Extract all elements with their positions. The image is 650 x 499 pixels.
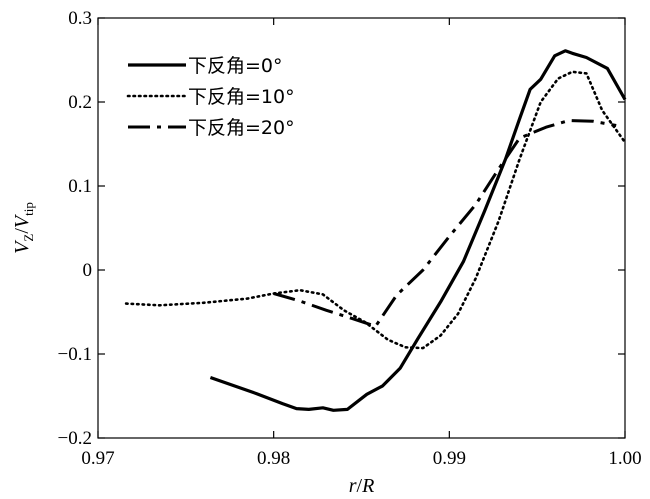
x-axis-label: r/R	[349, 475, 375, 497]
series-line-20deg	[273, 119, 617, 328]
y-tick-label: −0.2	[58, 428, 92, 449]
series-line-10deg	[124, 70, 627, 350]
plot-frame	[97, 17, 626, 439]
x-tick-label: 0.98	[257, 448, 290, 469]
y-tick-label: −0.1	[58, 344, 92, 365]
tick-labels: 0.97 0.98 0.99 1.00 −0.2 −0.1 0 0.1 0.2 0.3	[58, 8, 642, 469]
y-axis-label: VZ/Vtip	[11, 202, 36, 254]
legend: 下反角=0° 下反角=10° 下反角=20°	[126, 55, 295, 139]
axis-ticks	[97, 17, 626, 439]
series-line-0deg	[209, 49, 627, 412]
y-label-main2: V	[11, 213, 33, 228]
y-tick-label: 0.2	[68, 92, 92, 113]
y-tick-label: 0	[83, 260, 93, 281]
x-tick-label: 0.99	[433, 448, 466, 469]
y-label-sub1: Z	[21, 234, 36, 242]
legend-label-20deg: 下反角=20°	[188, 117, 295, 139]
y-label-sub2: tip	[21, 202, 36, 216]
x-label-R: R	[361, 475, 374, 497]
y-tick-label: 0.1	[68, 176, 92, 197]
series-lines	[124, 49, 627, 412]
x-label-r: r	[349, 475, 357, 497]
y-tick-label: 0.3	[68, 8, 92, 29]
y-label-slash: /	[11, 228, 33, 234]
legend-label-10deg: 下反角=10°	[188, 86, 295, 108]
legend-label-0deg: 下反角=0°	[188, 55, 283, 77]
x-label-slash: /	[357, 475, 363, 497]
x-tick-label: 1.00	[608, 448, 641, 469]
x-tick-label: 0.97	[81, 448, 114, 469]
y-label-main1: V	[11, 239, 33, 254]
